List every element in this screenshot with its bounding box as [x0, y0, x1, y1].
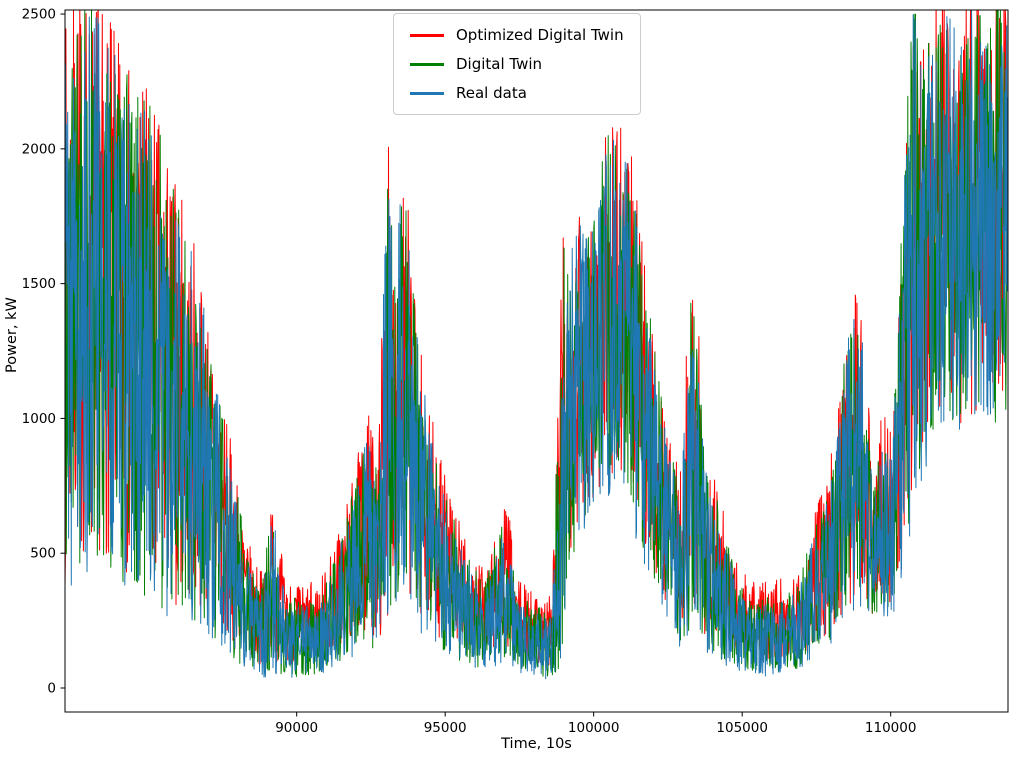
legend-item: Real data [410, 82, 624, 104]
legend-item: Digital Twin [410, 53, 624, 75]
y-tick-label: 2500 [22, 7, 56, 23]
x-tick-label: 90000 [275, 720, 318, 736]
x-axis-label: Time, 10s [501, 736, 572, 752]
x-tick-label: 110000 [865, 720, 917, 736]
legend-label: Digital Twin [456, 55, 543, 73]
y-tick-label: 2000 [22, 141, 56, 157]
y-axis-label: Power, kW [4, 297, 20, 373]
real-data-series-line [65, 10, 1008, 680]
plot-border [64, 9, 1009, 713]
x-tick-label: 95000 [424, 720, 467, 736]
legend-line-swatch [410, 91, 444, 95]
legend-label: Real data [456, 84, 527, 102]
legend-item: Optimized Digital Twin [410, 24, 624, 46]
y-axis-label-text: Power, kW [4, 297, 20, 373]
y-tick-label: 0 [47, 681, 56, 697]
x-tick-label: 100000 [568, 720, 620, 736]
legend-label: Optimized Digital Twin [456, 26, 624, 44]
y-tick-label: 500 [30, 546, 56, 562]
y-tick-label: 1500 [22, 276, 56, 292]
chart-legend: Optimized Digital Twin Digital Twin Real d… [393, 13, 641, 115]
x-tick-label: 105000 [716, 720, 768, 736]
series-group [65, 10, 1008, 680]
digital-twin-series-line [65, 10, 1008, 678]
legend-line-swatch [410, 33, 444, 37]
y-tick-label: 1000 [22, 411, 56, 427]
legend-line-swatch [410, 62, 444, 66]
